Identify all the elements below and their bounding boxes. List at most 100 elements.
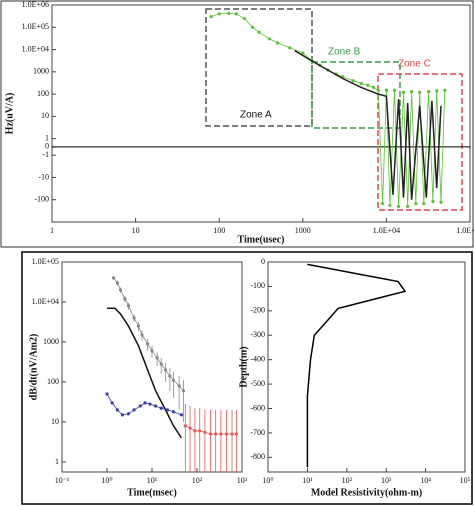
marker — [168, 374, 172, 378]
marker — [203, 430, 207, 434]
marker — [242, 16, 246, 21]
marker — [179, 413, 183, 417]
y-tick-label: 0 — [261, 257, 265, 266]
marker — [267, 37, 272, 41]
plot-frame — [61, 261, 243, 473]
marker — [159, 362, 163, 366]
y-axis-label: Hz(uV/A) — [4, 93, 15, 135]
x-tick-label: 10³ — [381, 476, 392, 485]
x-tick-label: 1 — [50, 226, 54, 235]
marker — [146, 342, 150, 346]
marker — [384, 88, 388, 92]
marker — [208, 432, 213, 436]
y-tick-label: -600 — [250, 403, 265, 412]
marker — [105, 392, 109, 396]
marker — [371, 85, 376, 90]
y-tick-label: -1 — [42, 150, 49, 159]
marker — [431, 199, 435, 204]
marker — [409, 89, 414, 94]
x-tick-label: 10¹ — [147, 476, 158, 485]
x-axis-label: Time(usec) — [237, 234, 284, 245]
marker — [435, 89, 439, 93]
marker — [224, 432, 228, 436]
y-tick-label: 100 — [37, 89, 49, 98]
marker — [406, 204, 410, 209]
marker — [198, 429, 202, 433]
marker — [388, 203, 392, 208]
y-axis-label: dB/dt(nV/Am2) — [28, 334, 39, 401]
y-tick-label: 1.0E+04 — [22, 44, 49, 53]
marker — [401, 90, 406, 94]
y-tick-label: -100 — [250, 281, 265, 290]
marker — [118, 288, 123, 292]
x-tick-label: 10¹ — [302, 476, 313, 485]
marker — [148, 402, 152, 406]
top-panel — [0, 0, 474, 248]
plot-frame — [51, 4, 471, 223]
x-axis-label: Time(msec) — [127, 487, 177, 498]
marker — [276, 41, 280, 45]
marker — [227, 11, 231, 15]
marker — [427, 89, 431, 94]
x-axis-label: Model Resistivity(ohm-m) — [311, 487, 422, 498]
series-line — [106, 393, 182, 416]
y-tick-label: -100 — [34, 195, 49, 204]
x-tick-label: 1.0E+05 — [456, 226, 474, 235]
marker — [230, 432, 234, 436]
series-line — [107, 307, 183, 439]
plot-frame — [267, 261, 466, 473]
marker — [159, 406, 163, 410]
marker — [219, 432, 223, 436]
y-tick-label: -300 — [250, 330, 265, 339]
marker — [183, 424, 187, 428]
y-tick-label: 10 — [41, 111, 49, 120]
marker — [217, 12, 221, 16]
x-tick-label: 10⁴ — [420, 476, 431, 485]
marker — [443, 88, 447, 92]
y-tick-label: 1 — [45, 134, 49, 143]
marker — [132, 408, 136, 412]
series-line — [306, 263, 407, 468]
y-tick-label: -700 — [250, 428, 265, 437]
marker — [163, 368, 168, 372]
marker — [234, 12, 238, 16]
y-tick-label: 1000 — [33, 67, 49, 76]
marker — [250, 25, 255, 29]
marker — [234, 432, 238, 436]
marker — [439, 200, 443, 204]
bottom-panel — [21, 251, 473, 505]
series-line — [294, 49, 442, 200]
marker — [188, 426, 192, 430]
zone-c-box — [377, 73, 463, 211]
x-tick-label: 1000 — [295, 226, 311, 235]
marker — [123, 297, 127, 301]
x-tick-label: 10 — [132, 226, 140, 235]
marker — [214, 432, 218, 436]
zone-c-label: Zone C — [398, 59, 431, 70]
y-tick-label: 1.0E+06 — [22, 0, 49, 9]
marker — [126, 412, 131, 416]
y-tick-label: 10 — [51, 417, 59, 426]
y-tick-label: -500 — [250, 379, 265, 388]
y-tick-label: -400 — [250, 355, 265, 364]
marker — [126, 304, 131, 308]
marker — [132, 316, 136, 320]
zone-b-box — [311, 61, 401, 129]
marker — [414, 202, 418, 206]
y-tick-label: -800 — [250, 452, 265, 461]
y-tick-label: 1.0E+04 — [32, 297, 59, 306]
marker — [397, 204, 401, 209]
marker — [376, 88, 380, 92]
marker — [359, 81, 363, 86]
x-tick-label: 100 — [213, 226, 225, 235]
marker — [171, 410, 176, 414]
y-tick-label: 1.0E+05 — [22, 22, 49, 31]
marker — [138, 404, 142, 408]
marker — [209, 15, 213, 19]
marker — [177, 384, 181, 388]
zone-b-label: Zone B — [328, 47, 361, 58]
marker — [155, 356, 159, 360]
zone-a-box — [205, 8, 313, 127]
